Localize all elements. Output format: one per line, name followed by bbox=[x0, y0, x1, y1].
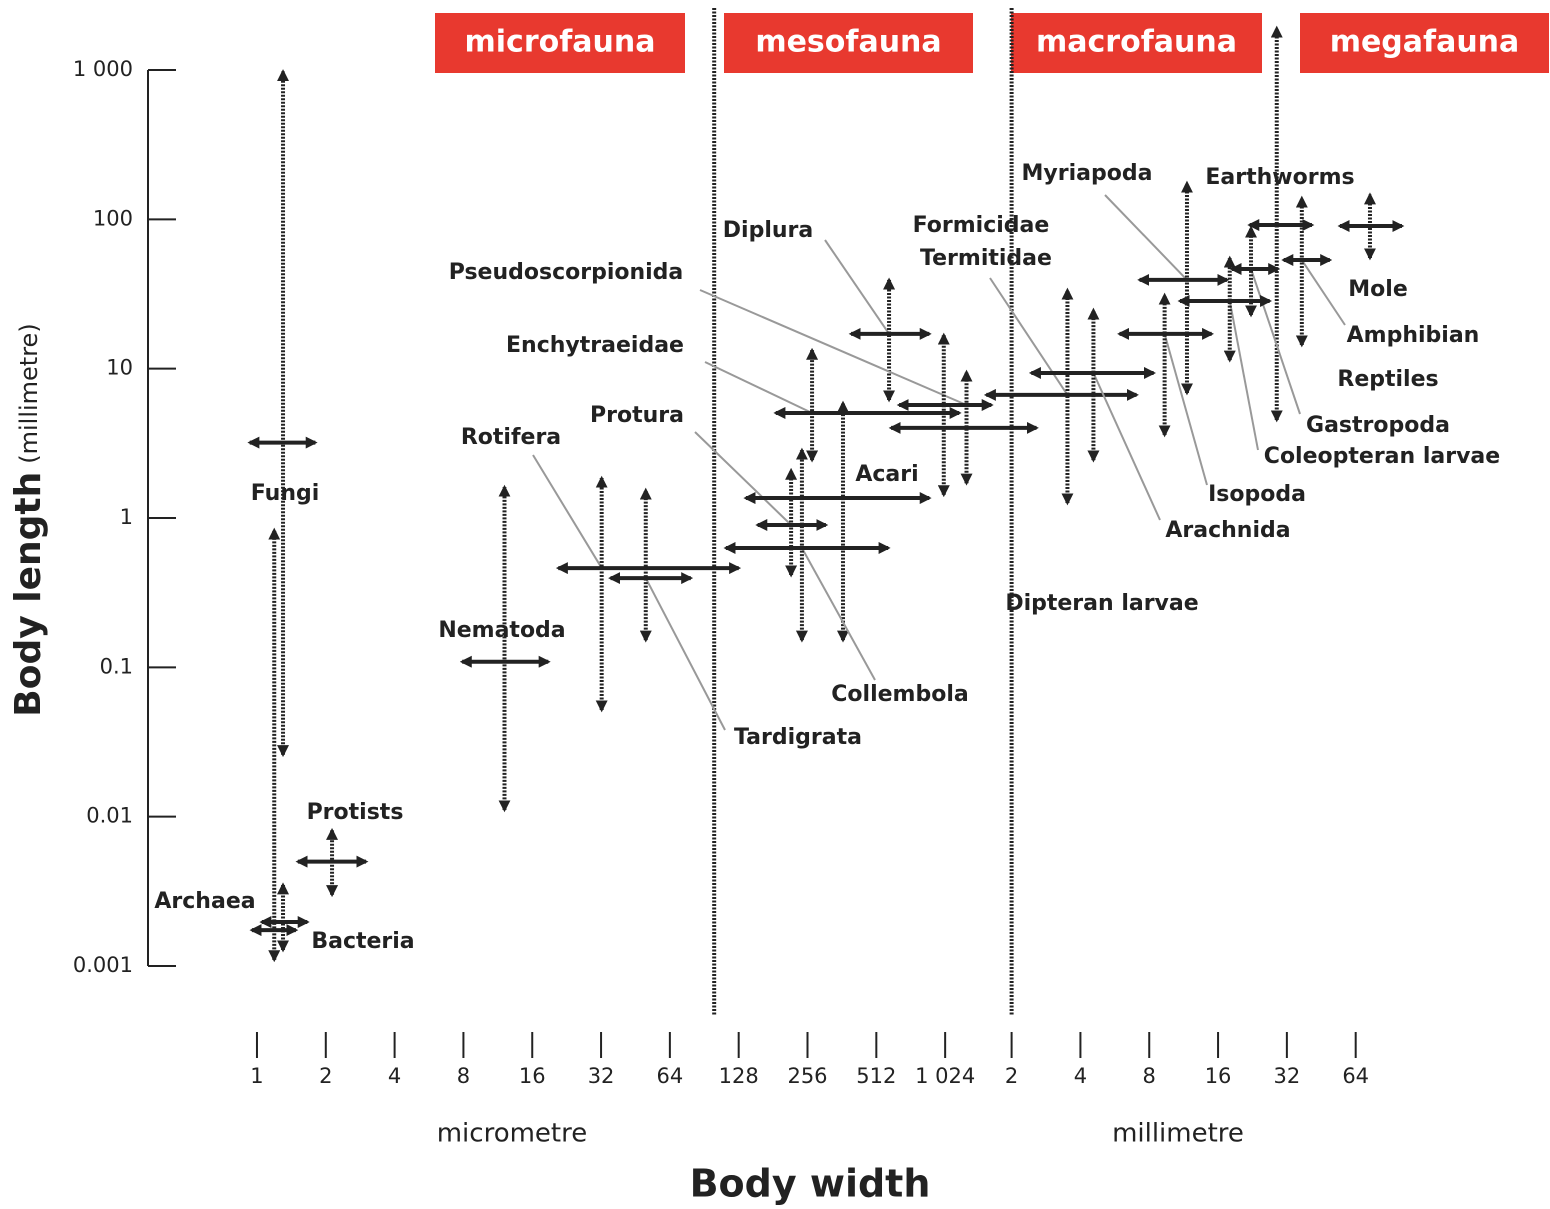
organism-label: Formicidae bbox=[913, 213, 1050, 238]
leader-line bbox=[1228, 300, 1259, 451]
organism-label: Enchytraeidae bbox=[506, 333, 684, 358]
leader-line bbox=[1104, 194, 1188, 281]
x-tick-label: 4 bbox=[388, 1064, 401, 1088]
leader-line bbox=[644, 577, 726, 731]
leader-line bbox=[699, 289, 967, 406]
organism-label: Collembola bbox=[831, 682, 968, 707]
x-tick-label: 32 bbox=[1274, 1064, 1301, 1088]
leader-line bbox=[1163, 333, 1208, 486]
band-box bbox=[724, 13, 973, 73]
leader-line bbox=[801, 547, 876, 681]
band-label: mesofauna bbox=[755, 25, 941, 60]
y-tick-label: 1 000 bbox=[73, 57, 133, 81]
x-tick-label: 16 bbox=[519, 1064, 546, 1088]
band-label: microfauna bbox=[465, 25, 656, 60]
x-tick-label: 64 bbox=[657, 1064, 684, 1088]
organism-label: Pseudoscorpionida bbox=[449, 260, 684, 285]
y-tick-label: 0.001 bbox=[73, 953, 133, 977]
x-tick-label: 512 bbox=[856, 1064, 896, 1088]
leader-line bbox=[704, 361, 813, 414]
leader-line bbox=[1092, 372, 1161, 521]
organism-label: Protura bbox=[590, 403, 684, 428]
band-label: megafauna bbox=[1330, 25, 1520, 60]
leader-line bbox=[532, 454, 603, 569]
organism-label: Amphibian bbox=[1347, 323, 1480, 348]
leader-line bbox=[694, 431, 792, 526]
band-box bbox=[1011, 13, 1262, 73]
x-tick-label: 1 bbox=[250, 1064, 263, 1088]
band-box bbox=[1300, 13, 1549, 73]
organism-label: Archaea bbox=[154, 889, 255, 914]
organism-label: Dipteran larvae bbox=[1005, 591, 1198, 616]
x-title: Body width bbox=[690, 1162, 931, 1206]
x-tick-label: 128 bbox=[719, 1064, 759, 1088]
x-tick-label: 2 bbox=[319, 1064, 332, 1088]
organism-label: Fungi bbox=[251, 481, 320, 506]
organism-label: Protists bbox=[307, 800, 404, 825]
y-tick-label: 100 bbox=[93, 206, 133, 230]
x-tick-label: 16 bbox=[1205, 1064, 1232, 1088]
x-unit: millimetre bbox=[1112, 1119, 1244, 1149]
organism-label: Bacteria bbox=[311, 929, 414, 954]
x-tick-label: 4 bbox=[1074, 1064, 1087, 1088]
y-tick-label: 10 bbox=[106, 356, 133, 380]
organism-label: Termitidae bbox=[920, 246, 1052, 271]
y-title-main: Body length bbox=[8, 472, 49, 717]
organism-label: Nematoda bbox=[438, 618, 565, 643]
x-tick-label: 2 bbox=[1005, 1064, 1018, 1088]
organism-label: Arachnida bbox=[1165, 518, 1290, 543]
y-title-unit: (millimetre) bbox=[15, 323, 43, 463]
band-label: macrofauna bbox=[1036, 25, 1237, 60]
organism-label: Myriapoda bbox=[1022, 161, 1153, 186]
x-tick-label: 64 bbox=[1342, 1064, 1369, 1088]
leader-line bbox=[989, 277, 1069, 396]
y-tick-label: 0.01 bbox=[86, 804, 133, 828]
x-tick-label: 1 024 bbox=[915, 1064, 975, 1088]
leader-line bbox=[1250, 268, 1301, 415]
organism-label: Isopoda bbox=[1208, 482, 1306, 507]
x-tick-label: 8 bbox=[1143, 1064, 1156, 1088]
organism-label: Earthworms bbox=[1205, 165, 1354, 190]
x-unit: micrometre bbox=[437, 1119, 588, 1149]
x-tick-label: 8 bbox=[457, 1064, 470, 1088]
organism-label: Gastropoda bbox=[1306, 413, 1450, 438]
organism-label: Mole bbox=[1348, 277, 1407, 302]
y-tick-label: 0.1 bbox=[100, 654, 133, 678]
leader-line bbox=[824, 239, 890, 335]
organism-label: Reptiles bbox=[1337, 367, 1438, 392]
organism-label: Tardigrata bbox=[734, 725, 862, 750]
y-tick-label: 1 bbox=[120, 505, 133, 529]
x-tick-label: 32 bbox=[588, 1064, 615, 1088]
x-tick-label: 256 bbox=[787, 1064, 827, 1088]
band-box bbox=[435, 13, 685, 73]
leader-line bbox=[1300, 259, 1346, 326]
organism-label: Coleopteran larvae bbox=[1264, 444, 1500, 469]
organism-label: Acari bbox=[855, 462, 918, 487]
y-title: Body length (millimetre) bbox=[8, 323, 49, 716]
organism-label: Rotifera bbox=[461, 425, 561, 450]
organism-label: Diplura bbox=[723, 218, 813, 243]
